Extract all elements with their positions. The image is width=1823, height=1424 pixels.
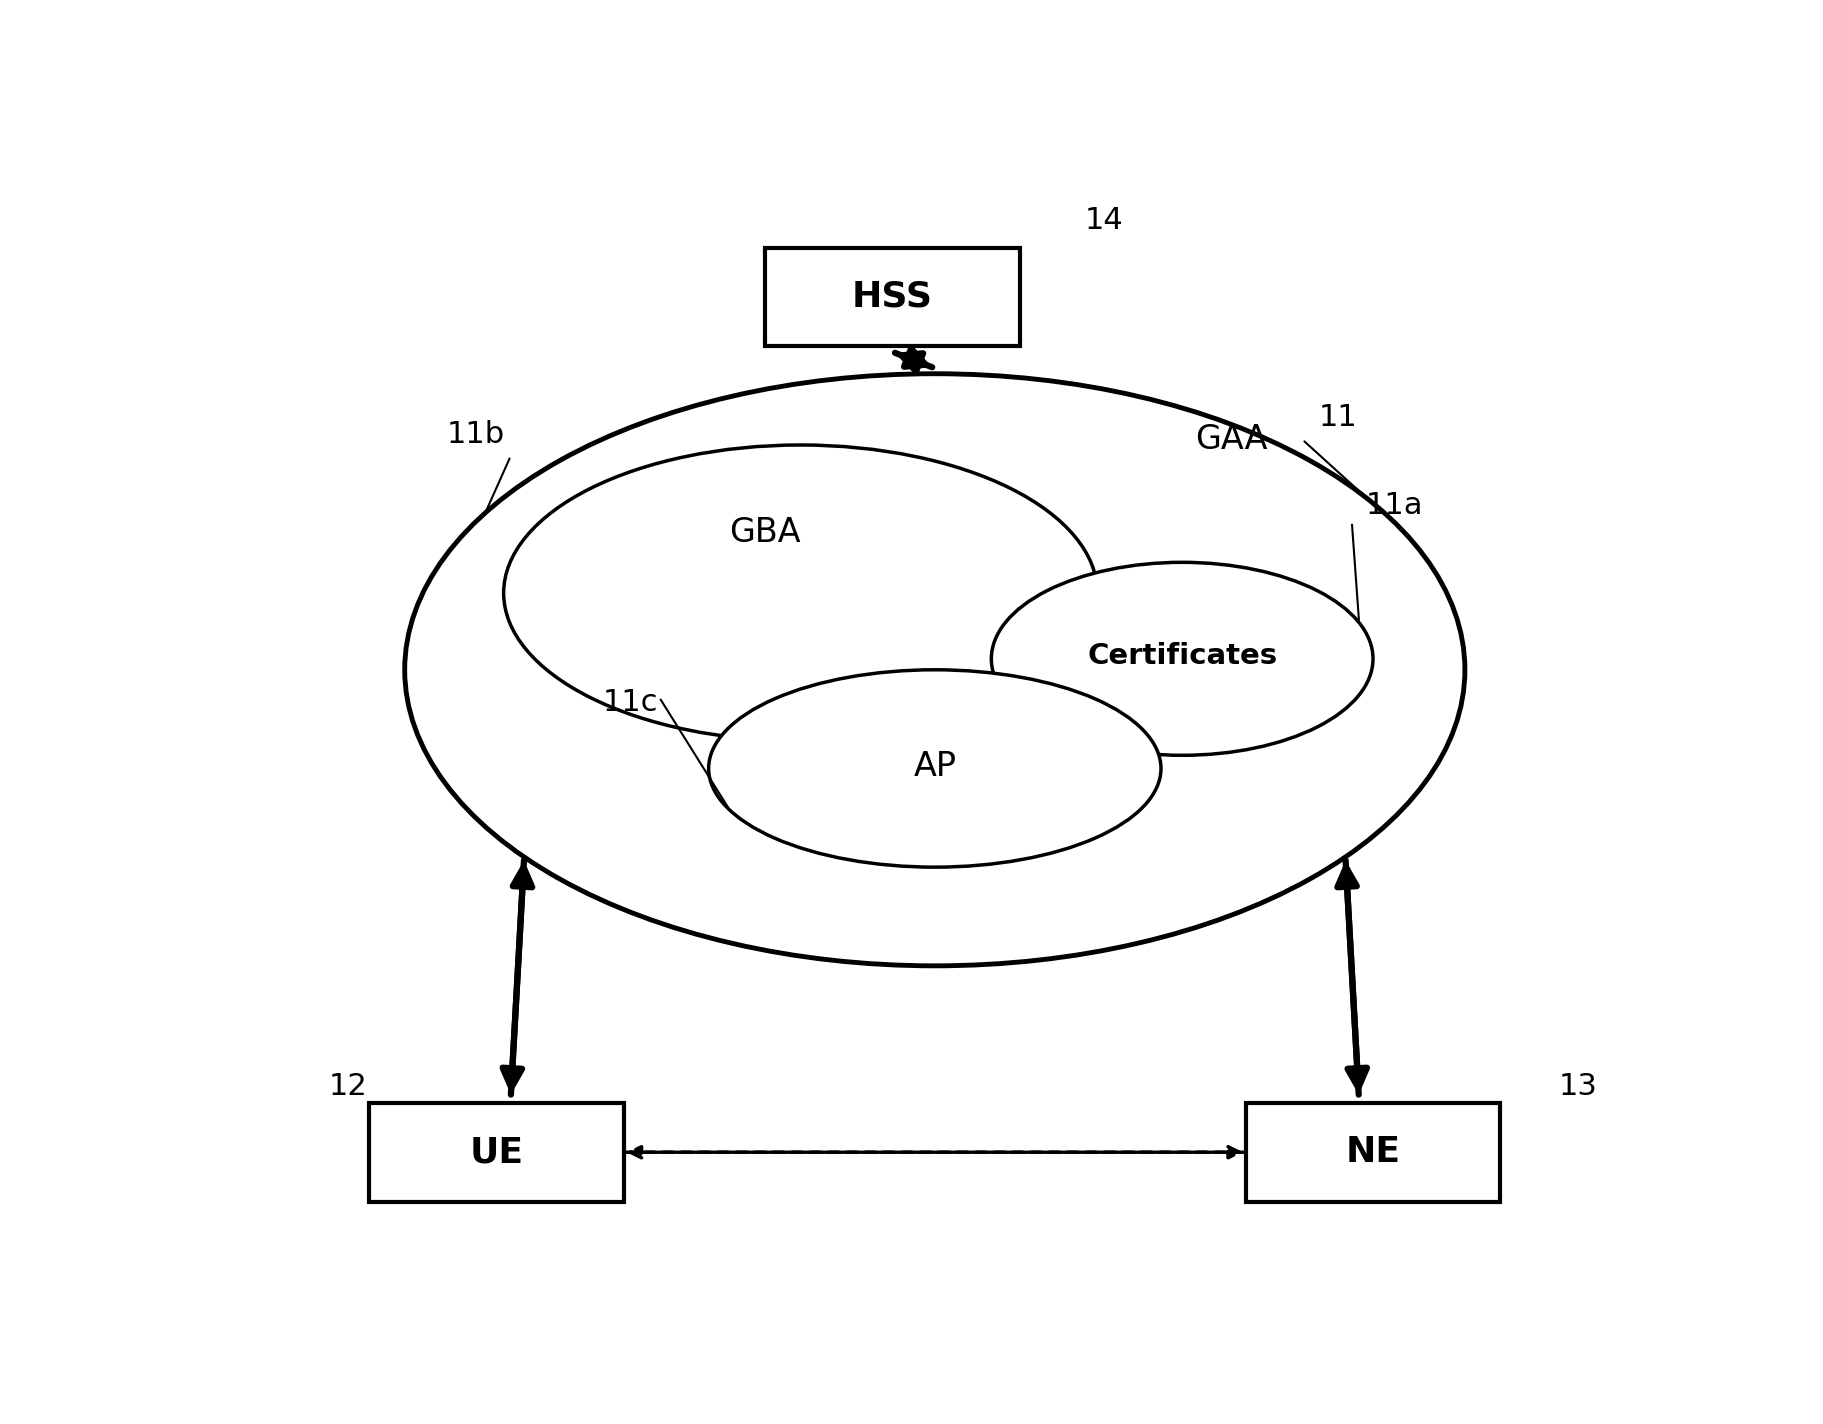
Text: UE: UE — [469, 1135, 523, 1169]
Text: NE: NE — [1345, 1135, 1400, 1169]
Text: GAA: GAA — [1194, 423, 1267, 456]
FancyBboxPatch shape — [766, 248, 1019, 346]
Ellipse shape — [709, 669, 1161, 867]
Text: 11c: 11c — [603, 688, 658, 718]
FancyBboxPatch shape — [368, 1102, 623, 1202]
Text: AP: AP — [913, 750, 955, 783]
Text: 11b: 11b — [447, 420, 505, 449]
Text: 12: 12 — [328, 1072, 366, 1101]
Ellipse shape — [503, 444, 1097, 740]
Text: 11a: 11a — [1365, 491, 1422, 520]
Text: 13: 13 — [1557, 1072, 1597, 1101]
Text: HSS: HSS — [851, 281, 932, 313]
Text: 11: 11 — [1318, 403, 1356, 431]
Ellipse shape — [405, 373, 1464, 965]
Text: GBA: GBA — [729, 517, 800, 550]
Text: Certificates: Certificates — [1087, 642, 1276, 669]
Ellipse shape — [992, 562, 1373, 755]
Text: 14: 14 — [1085, 205, 1123, 235]
FancyBboxPatch shape — [1245, 1102, 1499, 1202]
